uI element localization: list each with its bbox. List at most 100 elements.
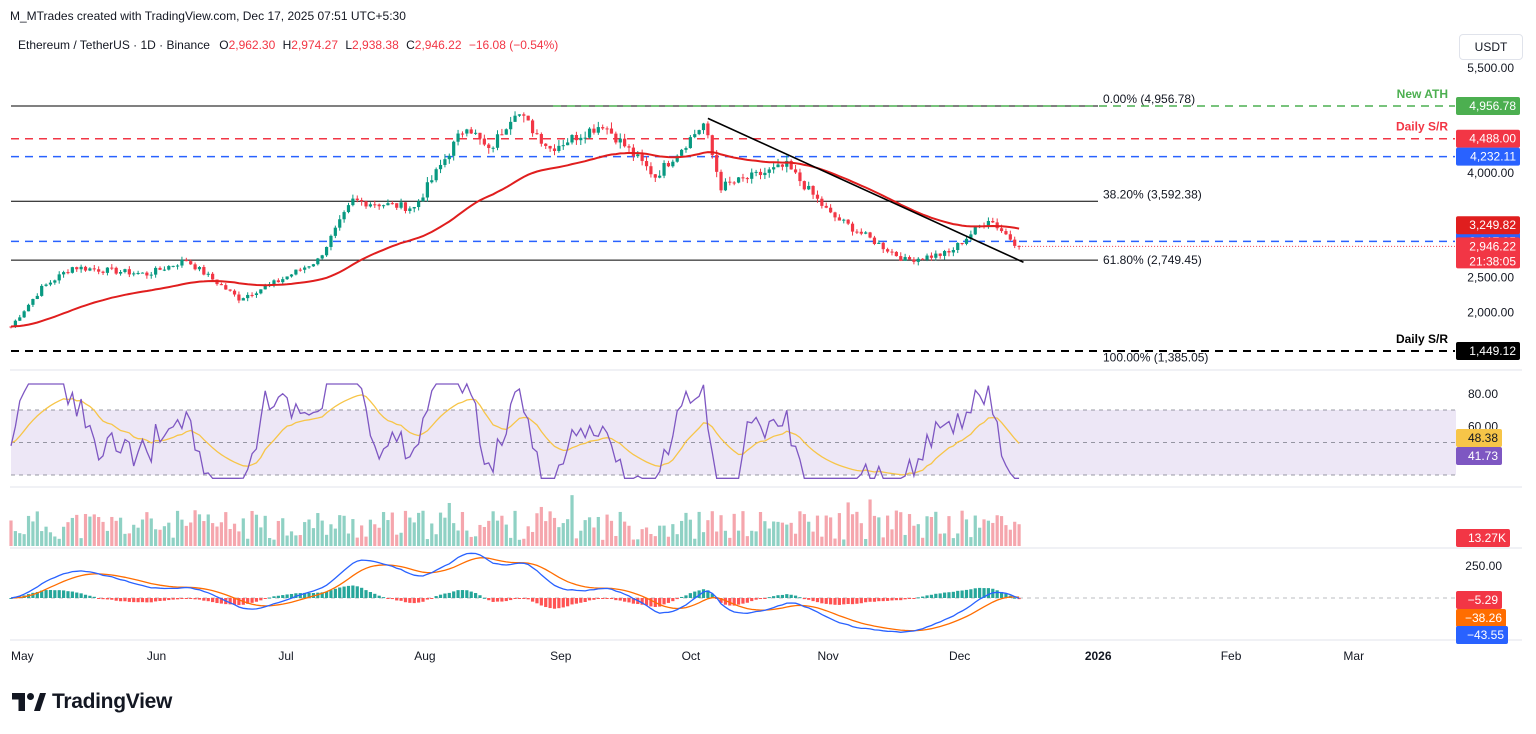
macd-hist-bar — [219, 598, 223, 604]
candle-body — [18, 317, 22, 321]
macd-hist-bar — [881, 598, 885, 602]
volume-bar — [364, 536, 368, 546]
candle-body — [154, 267, 158, 275]
macd-hist-bar — [44, 590, 48, 598]
candle-body — [132, 273, 136, 275]
candle-body — [377, 204, 381, 207]
volume-bar — [215, 526, 219, 546]
volume-bar — [294, 535, 298, 546]
macd-hist-bar — [276, 595, 280, 598]
currency-button[interactable]: USDT — [1459, 34, 1523, 60]
volume-bar — [171, 537, 175, 546]
open-value: 2,962.30 — [228, 38, 276, 52]
volume-bar — [789, 522, 793, 546]
volume-bar — [964, 519, 969, 546]
volume-bar — [535, 513, 539, 546]
macd-hist-bar — [61, 590, 66, 598]
tradingview-logo[interactable]: TradingView — [12, 690, 172, 714]
candle-body — [662, 162, 666, 176]
candle-body — [22, 311, 26, 318]
volume-bar — [342, 515, 346, 546]
volume-bar — [386, 520, 390, 546]
candle-body — [929, 255, 934, 258]
macd-hist-bar — [495, 598, 500, 602]
candle-body — [750, 172, 754, 179]
candle-body — [956, 243, 960, 251]
macd-hist-bar — [614, 598, 618, 601]
volume-bar — [745, 536, 749, 546]
volume-bar — [780, 522, 785, 546]
volume-bar — [728, 537, 732, 546]
volume-bar — [666, 536, 671, 546]
volume-bar — [189, 522, 193, 546]
macd-hist-bar — [189, 598, 193, 599]
candle-body — [202, 267, 206, 275]
macd-hist-bar — [785, 594, 789, 598]
candle-body — [254, 293, 259, 296]
volume-bar — [679, 520, 684, 546]
volume-bar — [373, 524, 377, 546]
candle-body — [79, 266, 83, 270]
volume-bar — [715, 531, 719, 546]
volume-bar — [903, 534, 907, 546]
macd-hist-bar — [355, 586, 359, 598]
volume-bar — [324, 534, 329, 546]
volume-bar — [886, 515, 890, 546]
macd-hist-bar — [246, 598, 250, 604]
macd-tag: −43.55 — [1467, 628, 1504, 642]
volume-bar — [772, 521, 776, 546]
volume-bar — [97, 517, 101, 546]
macd-hist-bar — [197, 598, 202, 600]
candle-body — [517, 114, 522, 116]
volume-bar — [412, 522, 416, 546]
candle-body — [110, 267, 114, 269]
macd-hist-bar — [592, 598, 596, 600]
macd-hist-bar — [48, 589, 53, 598]
candle-body — [934, 253, 938, 258]
macd-tag-bg — [1456, 626, 1508, 644]
macd-hist-bar — [829, 598, 833, 605]
candle-body — [224, 285, 228, 290]
rsi-axis-tick: 80.00 — [1468, 387, 1498, 401]
countdown-tag: 21:38:05 — [1469, 254, 1516, 268]
candle-body — [180, 259, 184, 266]
macd-hist-bar — [872, 598, 877, 602]
volume-bar — [837, 513, 841, 546]
volume-bar — [61, 526, 66, 546]
volume-bar — [504, 524, 508, 546]
close-label: C — [406, 38, 415, 52]
volume-bar — [938, 533, 942, 546]
macd-hist-tag-bg — [1456, 591, 1502, 609]
macd-axis-tick: 250.00 — [1465, 559, 1502, 573]
candle-body — [872, 237, 877, 244]
volume-bar — [956, 533, 960, 546]
volume-bar — [574, 538, 579, 546]
volume-bar — [623, 521, 627, 546]
candle-body — [61, 272, 66, 275]
candle-body — [88, 268, 92, 271]
candle-body — [566, 142, 570, 146]
volume-bar — [929, 516, 934, 546]
volume-bar — [184, 525, 188, 546]
macd-hist-bar — [390, 598, 394, 600]
candle-body — [574, 135, 579, 141]
candle-body — [53, 280, 57, 283]
candle-body — [92, 268, 96, 270]
macd-hist-bar — [40, 590, 44, 598]
macd-hist-bar — [855, 598, 859, 604]
volume-bar — [758, 512, 763, 546]
candle-body — [868, 232, 872, 238]
volume-bar — [995, 515, 999, 546]
macd-hist-bar — [934, 593, 938, 598]
macd-hist-bar — [640, 598, 644, 605]
high-value: 2,974.27 — [291, 38, 339, 52]
candle-body — [991, 220, 995, 223]
symbol-name[interactable]: Ethereum / TetherUS · 1D · Binance — [18, 38, 210, 52]
candle-body — [171, 265, 175, 267]
candle-body — [430, 180, 434, 183]
level-label: Daily S/R — [1396, 332, 1448, 346]
macd-hist-bar — [35, 591, 39, 598]
volume-bar — [736, 530, 741, 546]
candle-body — [1017, 245, 1021, 247]
